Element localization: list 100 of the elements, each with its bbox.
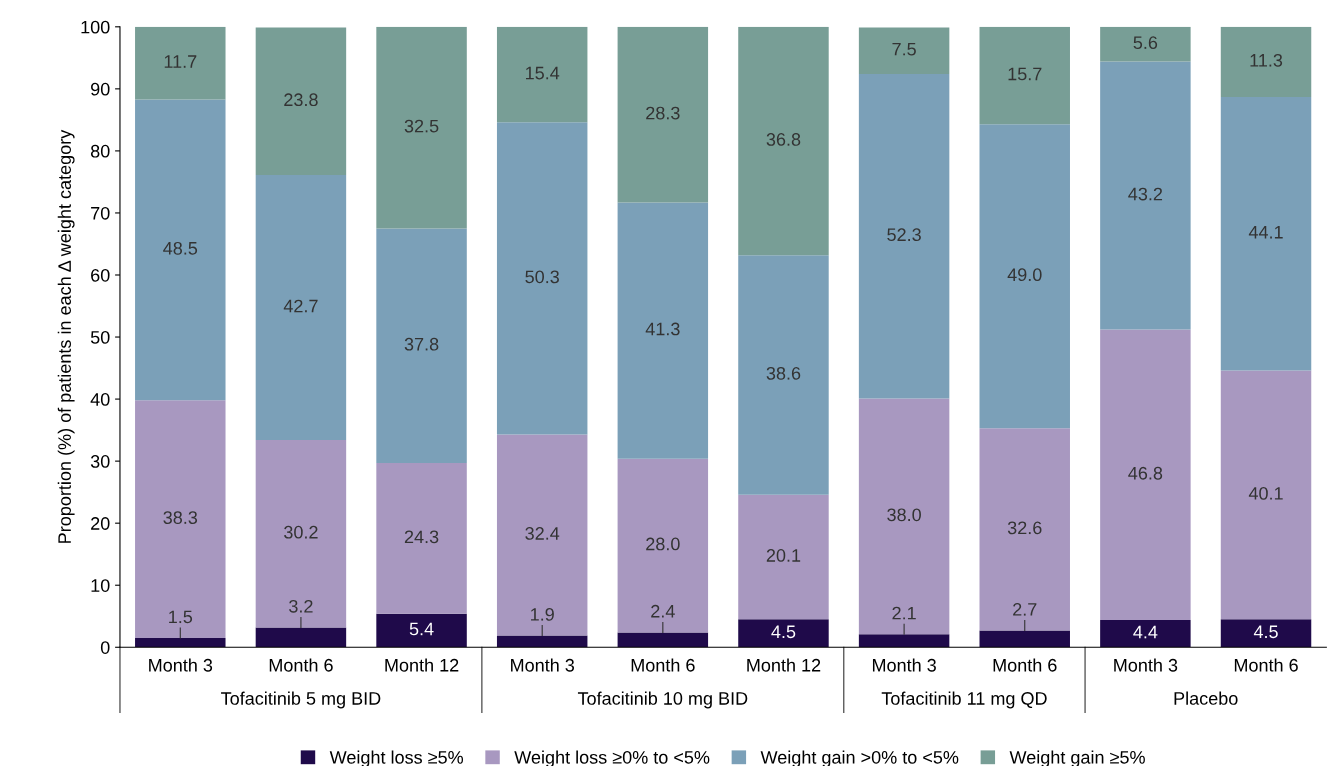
bar xyxy=(1100,61,1191,330)
y-tick-label: 60 xyxy=(91,268,110,282)
x-tick-label: Month 3 xyxy=(511,658,575,672)
data-label: 43.2 xyxy=(1128,187,1163,201)
bar xyxy=(617,458,709,633)
x-tick-label: Month 6 xyxy=(631,658,695,672)
x-tick-label: Month 12 xyxy=(747,658,821,672)
bar xyxy=(1220,26,1312,97)
bar xyxy=(858,27,950,74)
data-label: 37.8 xyxy=(404,337,439,351)
bar xyxy=(496,122,588,435)
bar xyxy=(496,26,588,123)
data-label: 11.7 xyxy=(164,55,197,68)
y-tick-label: 40 xyxy=(90,393,110,406)
x-tick-label: Month 6 xyxy=(993,658,1057,672)
y-tick-label: 100 xyxy=(81,20,110,34)
bar xyxy=(1100,619,1191,648)
bar xyxy=(255,440,347,628)
x-tick-label: Month 3 xyxy=(872,658,936,672)
data-label: 3.2 xyxy=(289,599,313,613)
bar xyxy=(979,26,1070,125)
bar xyxy=(1220,96,1312,371)
y-axis-title: Proportion (%) of patients in each Δ weight category xyxy=(57,129,75,543)
x-tick-label: Month 6 xyxy=(1234,658,1298,672)
data-label: 30.2 xyxy=(284,525,318,539)
data-label: 5.6 xyxy=(1133,36,1158,50)
data-label: 5.4 xyxy=(409,622,434,636)
data-label: 1.9 xyxy=(531,607,554,621)
x-tick-label: Month 3 xyxy=(149,658,213,672)
bar xyxy=(376,462,467,614)
bar xyxy=(376,26,467,229)
bar xyxy=(738,494,829,620)
text: Tofacitinib 11 mg QD xyxy=(881,691,1047,709)
bar xyxy=(979,124,1070,429)
bar xyxy=(858,398,950,635)
bar xyxy=(979,630,1070,648)
bar xyxy=(255,27,347,176)
bar xyxy=(738,255,829,495)
data-label: 52.3 xyxy=(887,228,921,242)
bar xyxy=(1100,329,1191,620)
data-label: 20.1 xyxy=(766,549,801,562)
bar xyxy=(617,26,709,203)
y-tick-label: 10 xyxy=(91,579,110,592)
data-label: 32.4 xyxy=(525,527,560,540)
data-label: 38.3 xyxy=(163,511,198,524)
bar xyxy=(135,26,226,100)
bar xyxy=(1100,26,1191,62)
x-tick-label: Month 3 xyxy=(1114,658,1178,672)
x-tick-label: Month 6 xyxy=(269,658,333,672)
data-label: 23.8 xyxy=(284,93,318,107)
bar xyxy=(617,632,709,648)
y-tick-label: 30 xyxy=(90,455,110,468)
bar xyxy=(496,434,588,636)
bar xyxy=(135,400,226,638)
bar xyxy=(738,26,829,256)
bar xyxy=(858,634,950,648)
bar xyxy=(1220,619,1312,648)
y-tick-label: 80 xyxy=(90,144,110,158)
bar xyxy=(496,635,588,648)
data-label: 32.6 xyxy=(1007,521,1042,535)
y-tick-label: 50 xyxy=(90,330,110,344)
data-label: 42.7 xyxy=(283,299,318,313)
data-label: 44.1 xyxy=(1248,225,1283,239)
data-label: 32.5 xyxy=(404,119,439,133)
bar xyxy=(858,73,950,399)
text: Placebo xyxy=(1174,691,1238,705)
y-tick-label: 20 xyxy=(91,517,110,530)
bar xyxy=(135,637,226,648)
y-tick-label: 0 xyxy=(100,641,110,654)
bar xyxy=(255,627,347,648)
data-label: 2.4 xyxy=(651,604,675,618)
data-label: 11.3 xyxy=(1250,53,1283,67)
data-label: 41.3 xyxy=(645,322,680,336)
data-label: 7.5 xyxy=(892,42,916,56)
data-label: 15.4 xyxy=(526,66,560,80)
data-label: 4.4 xyxy=(1133,625,1158,639)
data-label: 28.3 xyxy=(646,106,680,120)
data-label: 4.5 xyxy=(1253,625,1278,639)
data-label: 2.1 xyxy=(892,606,916,620)
data-label: 1.5 xyxy=(169,610,193,624)
data-label: 50.3 xyxy=(525,270,559,284)
data-label: 28.0 xyxy=(646,537,680,551)
y-tick-label: 90 xyxy=(91,82,110,96)
bar xyxy=(135,99,226,401)
data-label: 2.7 xyxy=(1013,602,1037,616)
data-label: 40.1 xyxy=(1248,487,1283,500)
data-label: 15.7 xyxy=(1008,67,1042,81)
data-label: 46.8 xyxy=(1128,466,1163,480)
data-label: 49.0 xyxy=(1007,268,1042,282)
data-label: 4.5 xyxy=(771,625,796,639)
data-label: 38.0 xyxy=(887,508,921,522)
data-label: 48.5 xyxy=(163,241,198,255)
bar xyxy=(738,619,829,648)
bar xyxy=(1220,370,1312,620)
data-label: 38.6 xyxy=(766,366,801,380)
bar xyxy=(979,428,1070,631)
data-label: 24.3 xyxy=(404,530,439,544)
data-label: 36.8 xyxy=(766,133,801,146)
text: Tofacitinib 10 mg BID xyxy=(577,691,748,709)
bar xyxy=(617,202,709,459)
